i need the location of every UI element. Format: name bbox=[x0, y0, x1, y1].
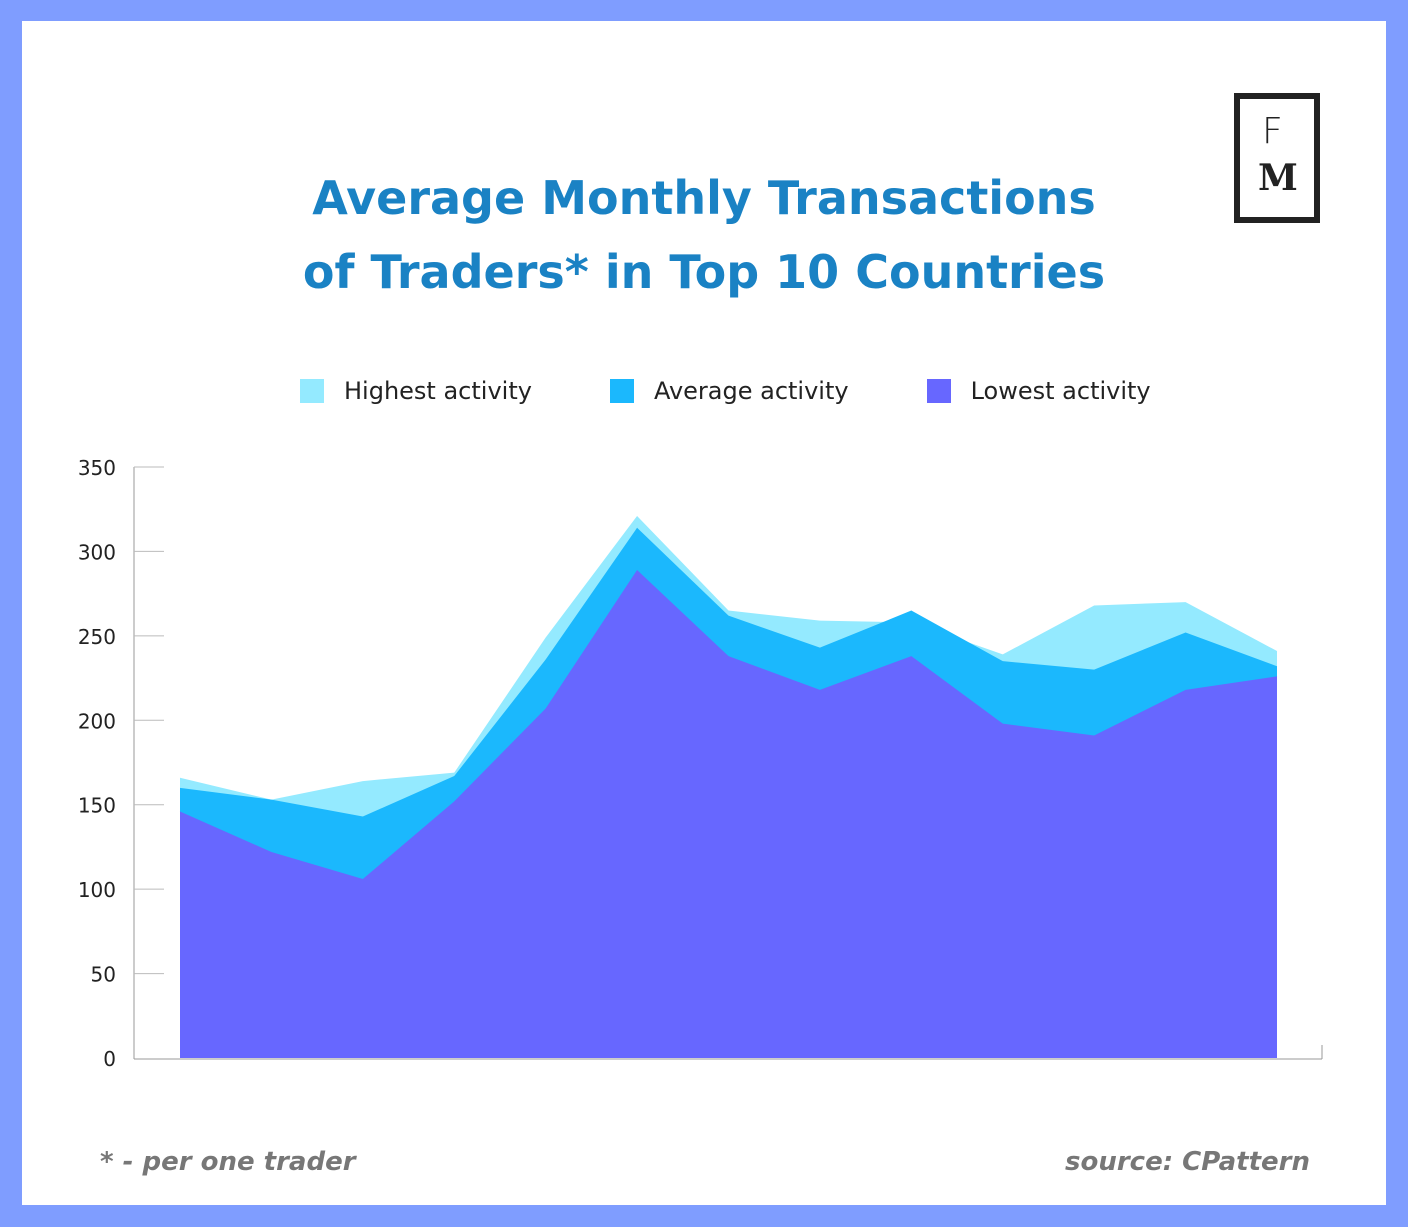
legend-swatch bbox=[926, 379, 951, 403]
y-tick-label: 50 bbox=[91, 963, 116, 987]
y-tick-label: 200 bbox=[78, 709, 116, 733]
legend-swatch bbox=[609, 379, 634, 403]
logo-letter-f: F bbox=[1262, 111, 1283, 152]
legend-label: Lowest activity bbox=[970, 377, 1151, 405]
y-tick-label: 250 bbox=[78, 625, 116, 649]
legend-item-average: Average activity bbox=[609, 377, 849, 405]
title-line-1: Average Monthly Transactions bbox=[312, 171, 1096, 225]
legend-swatch bbox=[300, 379, 324, 403]
y-tick-label: 150 bbox=[78, 794, 116, 818]
legend-item-lowest: Lowest activity bbox=[926, 377, 1151, 405]
legend-item-highest: Highest activity bbox=[300, 377, 532, 405]
title-line-2: of Traders* in Top 10 Countries bbox=[302, 245, 1106, 299]
legend-label: Average activity bbox=[653, 377, 849, 405]
y-tick-label: 350 bbox=[78, 456, 116, 480]
y-tick-label: 100 bbox=[78, 878, 116, 902]
y-tick-label: 0 bbox=[103, 1047, 116, 1071]
area-lowest-activity bbox=[180, 570, 1277, 1058]
legend: Highest activity Average activity Lowest… bbox=[300, 377, 1229, 405]
y-tick-label: 300 bbox=[78, 540, 116, 564]
footnote: * - per one trader bbox=[100, 1147, 356, 1177]
chart-title: Average Monthly Transactions of Traders*… bbox=[22, 161, 1386, 309]
source-note: source: CPattern bbox=[1064, 1147, 1310, 1177]
legend-label: Highest activity bbox=[344, 377, 532, 405]
logo-letter-m: M bbox=[1258, 157, 1298, 199]
fm-logo: F M bbox=[1234, 93, 1320, 223]
